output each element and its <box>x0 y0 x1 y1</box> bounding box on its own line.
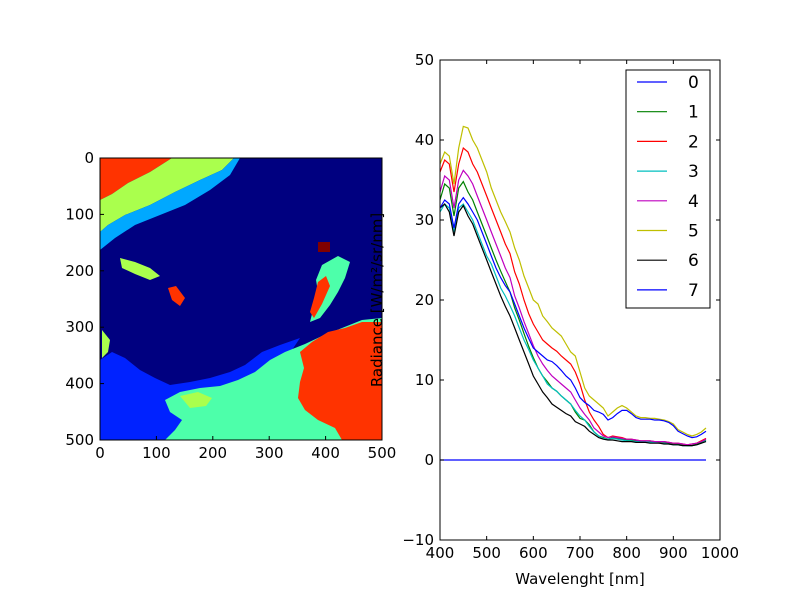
series-line-5 <box>439 125 707 437</box>
legend-label-2: 2 <box>688 132 699 152</box>
x-tick-label: 800 <box>612 544 641 562</box>
y-tick-label: 50 <box>415 51 434 69</box>
map-y-tick-label: 0 <box>84 149 94 167</box>
map-region-yellowgreen-band <box>100 158 234 232</box>
series-line-4 <box>439 169 707 446</box>
map-region-orange-lowerright <box>298 322 382 440</box>
y-tick-label: 30 <box>415 211 434 229</box>
map-frame <box>99 157 383 441</box>
legend-label-4: 4 <box>688 192 699 212</box>
series-line-6 <box>439 203 707 447</box>
x-tick-label: 1000 <box>701 544 739 562</box>
x-axis-label: Wavelenght [nm] <box>515 570 645 588</box>
x-tick-label: 500 <box>472 544 501 562</box>
map-y-tick-label: 400 <box>65 375 94 393</box>
map-x-tick-label: 200 <box>198 444 227 462</box>
map-region-orange-inlet <box>168 286 185 306</box>
map-x-tick-label: 300 <box>255 444 284 462</box>
series-lines <box>439 125 707 461</box>
map-region-orange-strip <box>310 276 330 318</box>
map-region-yellowgreen-pocket <box>120 258 160 280</box>
y-tick-label: 0 <box>424 451 434 469</box>
y-tick-label: 10 <box>415 371 434 389</box>
map-x-tick-label: 0 <box>95 444 105 462</box>
map-x-tick-label: 400 <box>311 444 340 462</box>
legend-label-6: 6 <box>688 251 699 271</box>
x-tick-label: 400 <box>426 544 455 562</box>
x-tick-label: 700 <box>566 544 595 562</box>
legend-frame <box>625 69 711 309</box>
map-y-tick-label: 500 <box>65 431 94 449</box>
legend-label-1: 1 <box>688 103 699 123</box>
legend-label-3: 3 <box>688 162 699 182</box>
y-tick-label: 40 <box>415 131 434 149</box>
map-region-yellowgreen-lower <box>180 392 212 408</box>
map-y-tick-label: 200 <box>65 262 94 280</box>
map-x-tick-label: 500 <box>368 444 397 462</box>
y-tick-label: −10 <box>402 531 434 549</box>
y-axis-label: Radiance [W/m²/sr/nm] <box>368 213 386 387</box>
y-tick-label: 20 <box>415 291 434 309</box>
x-tick-label: 900 <box>659 544 688 562</box>
legend-label-5: 5 <box>688 222 699 242</box>
map-region-darkred-spot <box>318 242 330 252</box>
legend: 0 1 2 3 4 5 6 7 <box>625 69 711 309</box>
series-line-7 <box>439 196 707 439</box>
map-y-tick-label: 300 <box>65 318 94 336</box>
legend-label-0: 0 <box>688 73 699 93</box>
map-regions <box>100 158 382 440</box>
map-region-yellowgreen-pocket <box>102 330 110 358</box>
legend-label-7: 7 <box>688 281 699 301</box>
map-x-tick-label: 100 <box>142 444 171 462</box>
map-y-tick-label: 100 <box>65 205 94 223</box>
x-tick-label: 600 <box>519 544 548 562</box>
map-region-skyblue-strip <box>100 158 240 250</box>
